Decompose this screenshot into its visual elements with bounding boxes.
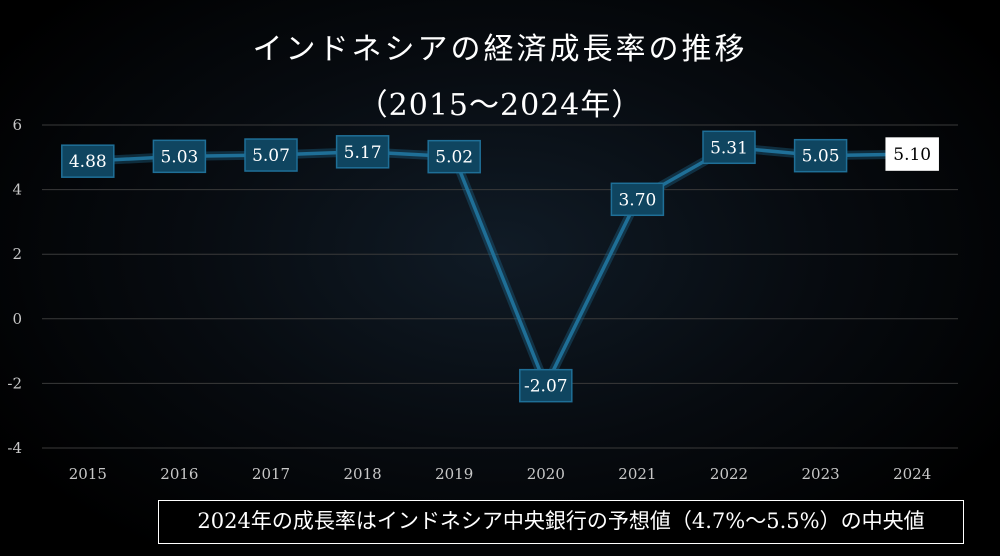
y-tick-label: 4 (12, 181, 22, 199)
series-line (87, 145, 913, 388)
y-tick-label: 2 (12, 245, 22, 263)
data-point-marker (702, 130, 756, 165)
data-label: 5.05 (802, 147, 840, 167)
x-tick-label: 2024 (893, 465, 931, 483)
data-label: 5.07 (252, 146, 290, 166)
x-tick-label: 2022 (710, 465, 748, 483)
data-label: -2.07 (524, 377, 568, 397)
x-tick-label: 2023 (802, 465, 840, 483)
data-point-marker (152, 139, 207, 174)
data-label: 4.88 (69, 152, 107, 172)
data-point-marker (885, 137, 939, 171)
x-axis-ticks: 2015 2016 2017 2018 2019 2020 2021 2022 2023 2024 (69, 465, 932, 483)
x-tick-label: 2016 (160, 465, 198, 483)
data-label: 5.17 (344, 143, 382, 163)
data-point-marker (519, 368, 573, 403)
x-tick-label: 2015 (69, 465, 107, 483)
data-label: 3.70 (618, 190, 656, 210)
chart-subtitle: （2015〜2024年） (357, 88, 643, 123)
series-line-layer (87, 142, 913, 391)
annotation-note: 2024年の成長率はインドネシア中央銀行の予想値（4.7%〜5.5%）の中央値 (158, 500, 964, 544)
data-label: 5.03 (160, 147, 198, 167)
data-point-marker (244, 138, 298, 172)
grid-layer (42, 124, 958, 449)
x-tick-label: 2021 (618, 465, 656, 483)
x-tick-label: 2017 (252, 465, 290, 483)
data-label-layer: 4.88 5.03 5.07 5.17 5.02 -2.07 3.70 5.31 5.05 5.1… (61, 130, 939, 403)
x-tick-label: 2020 (527, 465, 565, 483)
y-tick-label: 0 (12, 310, 22, 328)
data-label: 5.31 (710, 138, 748, 158)
y-tick-label: 6 (12, 116, 22, 134)
y-tick-label: -4 (7, 439, 22, 457)
data-label: 5.10 (893, 145, 931, 165)
y-tick-label: -2 (7, 374, 22, 392)
chart-title: インドネシアの経済成長率の推移 (252, 32, 748, 67)
data-point-marker (61, 144, 115, 178)
x-tick-label: 2018 (344, 465, 382, 483)
data-point-marker (427, 139, 481, 174)
data-point-marker (610, 182, 665, 217)
data-point-marker (793, 138, 848, 173)
data-label: 5.02 (435, 148, 473, 168)
y-axis-ticks: 6 4 2 0 -2 -4 (7, 116, 22, 457)
data-point-marker (335, 135, 390, 169)
x-tick-label: 2019 (435, 465, 473, 483)
